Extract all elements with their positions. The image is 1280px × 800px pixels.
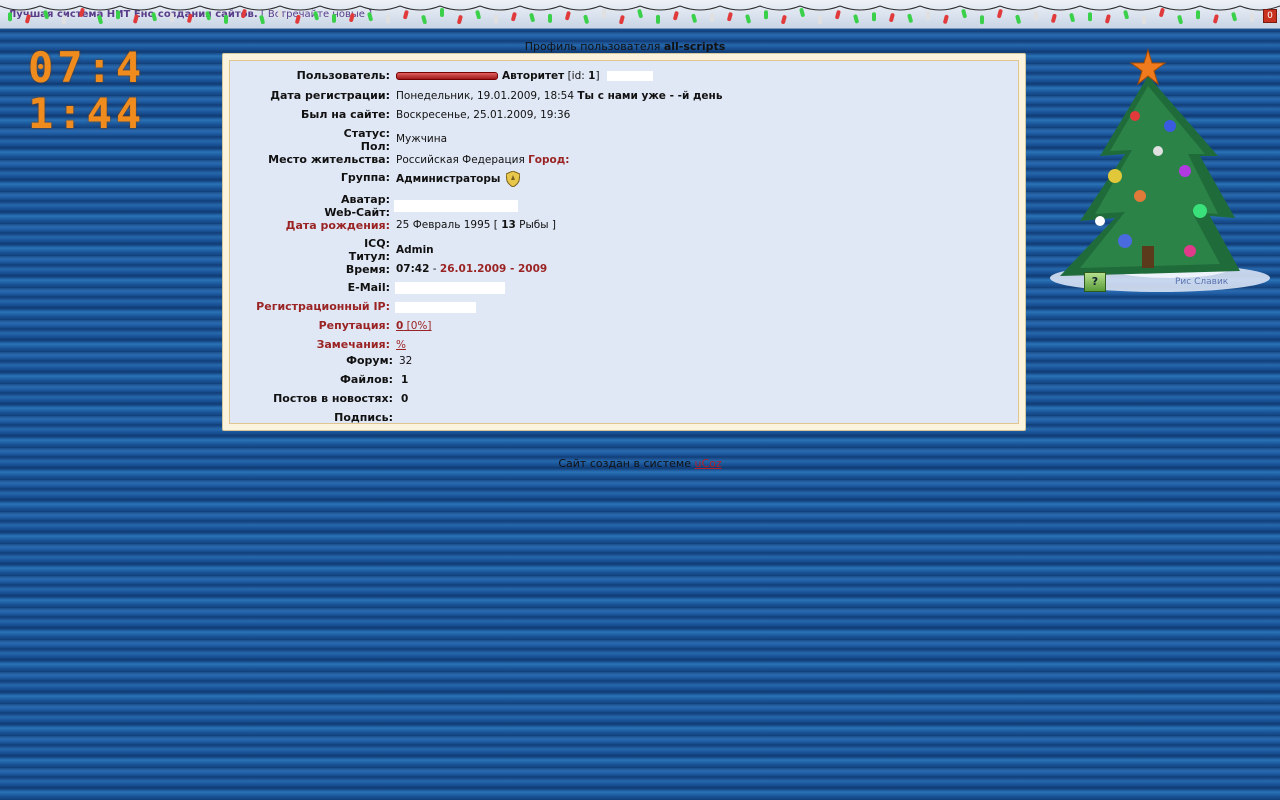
regdate-text: Понедельник, 19.01.2009, 18:54 bbox=[396, 90, 578, 102]
signature-label: Подпись: bbox=[334, 411, 393, 424]
time-clock: 07:42 bbox=[396, 263, 430, 275]
icq-label: ICQ: bbox=[364, 237, 390, 250]
time-separator: - bbox=[429, 263, 440, 275]
row-forum: Форум: 32 bbox=[230, 354, 1020, 368]
profile-table: Пользователь: Авторитет [id: 1] Дата рег… bbox=[229, 60, 1019, 424]
reputation-label: Репутация: bbox=[318, 319, 390, 332]
birthday-age: 13 bbox=[501, 219, 516, 231]
gender-value: Мужчина bbox=[396, 133, 448, 145]
site-footer: Сайт создан в системе uCoz bbox=[0, 457, 1280, 470]
user-rank: Авторитет bbox=[502, 70, 565, 82]
birthday-sign: Рыбы ] bbox=[515, 219, 557, 231]
user-id-open: [id: bbox=[564, 70, 589, 82]
news-label: Постов в новостях: bbox=[273, 392, 393, 405]
warnings-label: Замечания: bbox=[316, 338, 390, 351]
row-email: E-Mail: bbox=[230, 281, 1020, 295]
files-label: Файлов: bbox=[339, 373, 393, 386]
location-value: Российская Федерация Город: bbox=[396, 154, 569, 166]
avatar-label: Аватар: bbox=[341, 193, 390, 206]
row-avatar: Аватар: bbox=[230, 193, 1020, 207]
row-news: Постов в новостях: 0 bbox=[230, 392, 1020, 406]
files-value: 1 bbox=[401, 374, 409, 386]
group-value: Администраторы bbox=[396, 171, 520, 187]
lastvisit-value: Воскресенье, 25.01.2009, 19:36 bbox=[396, 109, 571, 121]
row-gender: Пол: bbox=[230, 140, 1020, 154]
location-label: Место жительства: bbox=[268, 153, 390, 166]
row-files: Файлов: 1 bbox=[230, 373, 1020, 387]
user-extra-box bbox=[606, 71, 653, 81]
group-label: Группа: bbox=[340, 171, 390, 184]
profile-username: all-scripts bbox=[663, 40, 726, 53]
lastvisit-label: Был на сайте: bbox=[301, 108, 390, 121]
regdate-extra: Ты с нами уже - -й день bbox=[577, 90, 723, 102]
rank-title-value: Admin bbox=[396, 244, 434, 256]
time-label: Время: bbox=[345, 263, 390, 276]
warnings-link[interactable]: % bbox=[396, 339, 406, 351]
row-birthday: Дата рождения: 25 Февраль 1995 [ 13 Рыбы… bbox=[230, 219, 1020, 233]
row-regip: Регистрационный IP: bbox=[230, 300, 1020, 314]
profile-panel: Пользователь: Авторитет [id: 1] Дата рег… bbox=[222, 53, 1026, 431]
row-location: Место жительства: Российская Федерация Г… bbox=[230, 153, 1020, 167]
row-icq: ICQ: bbox=[230, 237, 1020, 251]
news-value: 0 bbox=[401, 393, 409, 405]
row-warnings: Замечания: % bbox=[230, 338, 1020, 352]
garland-lights-icon bbox=[0, 5, 1280, 25]
row-gender-value: Мужчина bbox=[230, 133, 1020, 147]
page-title-prefix: Профиль пользователя bbox=[524, 40, 664, 53]
page-title: Профиль пользователя all-scripts bbox=[222, 40, 1028, 53]
close-button[interactable]: 0 bbox=[1263, 9, 1277, 23]
rank-bar bbox=[396, 72, 498, 80]
reputation-value: 0 bbox=[396, 320, 404, 332]
time-value: 07:42 - 26.01.2009 - 2009 bbox=[396, 263, 547, 275]
group-name: Администраторы bbox=[396, 173, 501, 185]
row-group: Группа: Администраторы bbox=[230, 171, 1020, 187]
row-reputation: Репутация: 0 [0%] bbox=[230, 319, 1020, 333]
user-value: Авторитет [id: 1] bbox=[396, 70, 653, 82]
birthday-text: 25 Февраль 1995 [ bbox=[396, 219, 502, 231]
email-value[interactable] bbox=[395, 282, 505, 294]
regdate-value: Понедельник, 19.01.2009, 18:54 Ты с нами… bbox=[396, 90, 722, 102]
digital-clock: 07:4 1:44 bbox=[28, 43, 146, 138]
footer-text: Сайт создан в системе bbox=[558, 457, 695, 470]
user-label: Пользователь: bbox=[296, 69, 390, 82]
widget-caption: Рис Славик bbox=[1175, 277, 1229, 287]
city-label: Город: bbox=[528, 154, 570, 166]
top-ticker-bar: Лучшая система НИТ Ено создания сайтов. … bbox=[0, 0, 1280, 29]
ticker-bold-text: Лучшая система НИТ Ено создания сайтов. bbox=[8, 9, 258, 20]
regip-value bbox=[395, 302, 476, 313]
birthday-value: 25 Февраль 1995 [ 13 Рыбы ] bbox=[396, 219, 556, 231]
christmas-tree-icon bbox=[1050, 48, 1270, 292]
row-lastvisit: Был на сайте: Воскресенье, 25.01.2009, 1… bbox=[230, 108, 1020, 122]
row-title: Титул: bbox=[230, 250, 1020, 264]
row-status: Статус: bbox=[230, 127, 1020, 141]
birthday-label: Дата рождения: bbox=[285, 219, 390, 232]
status-label: Статус: bbox=[343, 127, 390, 140]
gender-label: Пол: bbox=[360, 140, 390, 153]
reputation-link[interactable]: 0 [0%] bbox=[396, 320, 432, 332]
email-label: E-Mail: bbox=[347, 281, 390, 294]
forum-label: Форум: bbox=[346, 354, 393, 367]
row-signature: Подпись: bbox=[230, 411, 1020, 425]
row-website-value bbox=[230, 199, 1020, 213]
ucoz-link[interactable]: uCoz bbox=[694, 457, 722, 470]
regip-label: Регистрационный IP: bbox=[256, 300, 390, 313]
user-id-close: ] bbox=[595, 70, 600, 82]
reputation-percent: [0%] bbox=[403, 320, 432, 332]
regdate-label: Дата регистрации: bbox=[270, 89, 390, 102]
location-text: Российская Федерация bbox=[396, 154, 529, 166]
help-icon[interactable]: ? bbox=[1084, 272, 1106, 292]
row-regdate: Дата регистрации: Понедельник, 19.01.200… bbox=[230, 89, 1020, 103]
time-date: 26.01.2009 - 2009 bbox=[439, 263, 548, 275]
row-website: Web-Сайт: bbox=[230, 206, 1020, 220]
row-time: Время: 07:42 - 26.01.2009 - 2009 bbox=[230, 263, 1020, 277]
forum-value: 32 bbox=[399, 355, 413, 367]
row-title-value: Admin bbox=[230, 243, 1020, 257]
user-id: 1 bbox=[588, 70, 596, 82]
website-value[interactable] bbox=[394, 200, 518, 212]
website-label: Web-Сайт: bbox=[324, 206, 390, 219]
row-user: Пользователь: Авторитет [id: 1] bbox=[230, 69, 1020, 83]
rank-title-label: Титул: bbox=[348, 250, 390, 263]
admin-shield-icon bbox=[505, 171, 520, 187]
